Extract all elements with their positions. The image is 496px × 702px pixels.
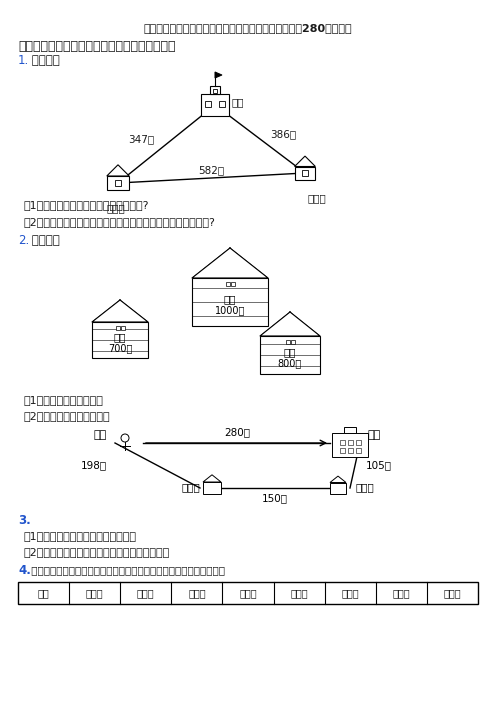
Text: 时间: 时间 xyxy=(38,588,50,598)
Bar xyxy=(203,482,221,494)
Text: 小华家: 小华家 xyxy=(107,203,125,213)
Text: 105米: 105米 xyxy=(366,461,392,470)
Text: 北师大版完整版新精选小学二年级数学下册应用题大全280题含答案: 北师大版完整版新精选小学二年级数学下册应用题大全280题含答案 xyxy=(144,23,352,33)
Text: 星期四: 星期四 xyxy=(290,588,308,598)
Polygon shape xyxy=(215,72,222,78)
Text: 386米: 386米 xyxy=(270,129,296,139)
Bar xyxy=(92,322,148,358)
Bar xyxy=(340,448,345,453)
Polygon shape xyxy=(107,165,129,176)
Text: 星期三: 星期三 xyxy=(239,588,257,598)
Text: 3.: 3. xyxy=(18,513,31,526)
Text: 1000袋: 1000袋 xyxy=(215,305,245,315)
Text: 稻谷: 稻谷 xyxy=(224,294,236,304)
Bar xyxy=(344,427,356,433)
Text: 星期二: 星期二 xyxy=(188,588,206,598)
Bar xyxy=(330,482,346,494)
Bar xyxy=(210,86,220,94)
Bar xyxy=(286,340,290,344)
Text: 星期一: 星期一 xyxy=(137,588,155,598)
Text: 小红家: 小红家 xyxy=(355,482,374,492)
Text: （2）麦子比稻谷多多少袋？: （2）麦子比稻谷多多少袋？ xyxy=(24,411,111,421)
Text: 麦子: 麦子 xyxy=(284,347,296,357)
Bar xyxy=(332,433,368,457)
Text: （2）小华到小强家，叫小强一起去学校，小华一共走了多少米?: （2）小华到小强家，叫小强一起去学校，小华一共走了多少米? xyxy=(24,217,216,227)
Bar xyxy=(340,440,345,445)
Text: 下面是小刘爸爸记录的这一周汽车的里程表读数。（每天收车时记录）: 下面是小刘爸爸记录的这一周汽车的里程表读数。（每天收车时记录） xyxy=(28,565,225,575)
Bar xyxy=(291,340,295,344)
Bar xyxy=(356,440,361,445)
Bar xyxy=(348,440,353,445)
Polygon shape xyxy=(260,312,320,336)
Polygon shape xyxy=(92,300,148,322)
Text: 2.: 2. xyxy=(18,234,29,246)
Bar xyxy=(226,282,230,286)
Text: 800袋: 800袋 xyxy=(278,358,302,368)
Text: 星期六: 星期六 xyxy=(392,588,410,598)
Bar xyxy=(121,326,125,330)
Text: 小明家: 小明家 xyxy=(181,482,200,492)
Text: 公园: 公园 xyxy=(94,430,107,440)
Bar xyxy=(115,180,121,186)
Text: 星期五: 星期五 xyxy=(341,588,359,598)
Text: 上周日: 上周日 xyxy=(86,588,104,598)
Bar xyxy=(260,336,320,374)
Text: 小强家: 小强家 xyxy=(308,193,327,203)
Bar xyxy=(219,101,225,107)
Polygon shape xyxy=(330,476,346,482)
Bar xyxy=(107,176,129,190)
Text: 学校: 学校 xyxy=(231,97,244,107)
Bar xyxy=(116,326,120,330)
Text: （1）小红从家到公园，走哪条路近？: （1）小红从家到公园，走哪条路近？ xyxy=(24,531,137,541)
Bar xyxy=(356,448,361,453)
Text: 280米: 280米 xyxy=(225,427,250,437)
Bar xyxy=(302,170,308,176)
Bar xyxy=(201,94,229,116)
Text: 看图回答: 看图回答 xyxy=(28,234,60,246)
Bar xyxy=(295,166,315,180)
Bar xyxy=(213,89,217,93)
Text: 582米: 582米 xyxy=(198,165,225,175)
Text: 1.: 1. xyxy=(18,53,29,67)
Text: （2）从公园到小明家比从公园到学校近多少米？: （2）从公园到小明家比从公园到学校近多少米？ xyxy=(24,547,170,557)
Text: 4.: 4. xyxy=(18,564,31,576)
Circle shape xyxy=(121,434,129,442)
Text: （1）小强到学校比小华到学校远多少米?: （1）小强到学校比小华到学校远多少米? xyxy=(24,200,149,210)
Polygon shape xyxy=(192,248,268,278)
Text: 麦子: 麦子 xyxy=(114,332,126,342)
Bar xyxy=(192,278,268,326)
Text: 一、北师大小学数学解决问题二年级下册应用题: 一、北师大小学数学解决问题二年级下册应用题 xyxy=(18,41,176,53)
Bar xyxy=(205,101,211,107)
Text: 学校: 学校 xyxy=(368,430,381,440)
Polygon shape xyxy=(203,475,221,482)
Bar xyxy=(18,582,478,604)
Text: 星期日: 星期日 xyxy=(443,588,461,598)
Text: （1）一共有多少袋麦子？: （1）一共有多少袋麦子？ xyxy=(24,395,104,405)
Polygon shape xyxy=(295,156,315,166)
Text: 198米: 198米 xyxy=(81,461,107,470)
Text: 700袋: 700袋 xyxy=(108,343,132,353)
Text: 上学去。: 上学去。 xyxy=(28,53,60,67)
Text: 347米: 347米 xyxy=(128,134,154,144)
Text: 150米: 150米 xyxy=(262,493,288,503)
Bar xyxy=(231,282,235,286)
Bar xyxy=(348,448,353,453)
